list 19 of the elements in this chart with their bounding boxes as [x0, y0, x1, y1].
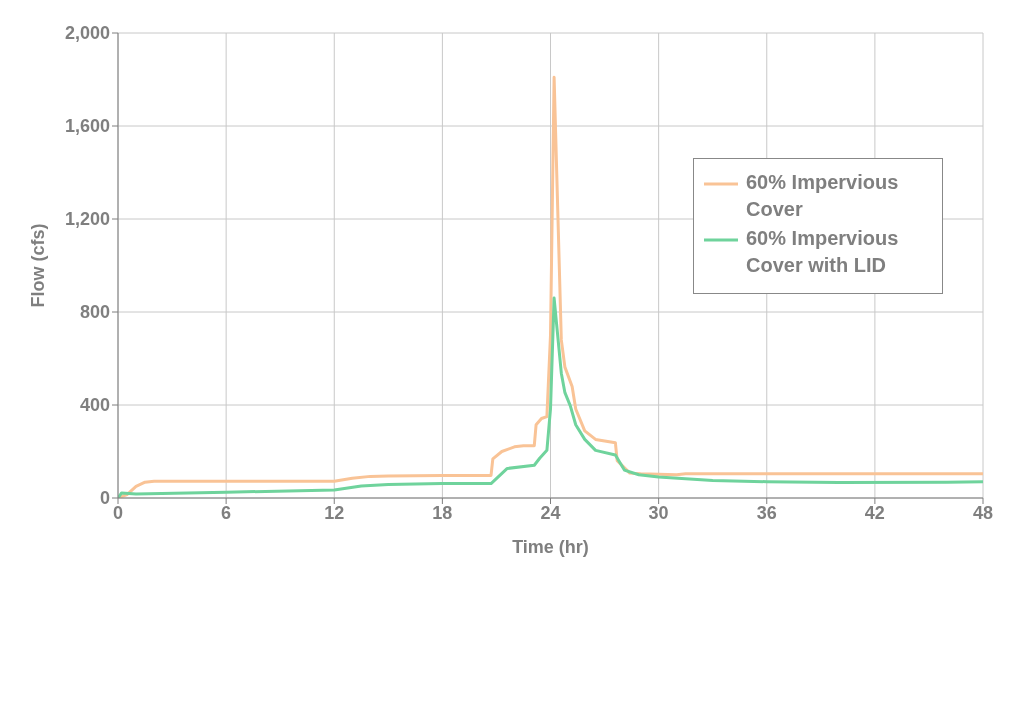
x-tick-label: 12	[324, 502, 345, 523]
legend-label: 60% Impervious Cover with LID	[746, 226, 900, 278]
x-tick-label: 30	[648, 502, 669, 523]
x-tick-label: 18	[432, 502, 453, 523]
x-tick-label: 42	[864, 502, 885, 523]
x-tick-label: 36	[756, 502, 777, 523]
legend-label: 60% Impervious Cover	[746, 170, 900, 222]
x-axis-title: Time (hr)	[512, 537, 589, 557]
x-tick-label: 24	[540, 502, 561, 523]
x-tick-label: 0	[112, 502, 124, 523]
y-tick-label: 2,000	[64, 23, 110, 44]
x-tick-label: 48	[972, 502, 994, 523]
y-tick-label: 1,200	[64, 209, 110, 230]
y-tick-label: 0	[99, 488, 110, 509]
y-tick-label: 800	[79, 302, 110, 323]
y-axis-title: Flow (cfs)	[28, 223, 49, 308]
y-tick-label: 400	[79, 395, 110, 416]
y-tick-label: 1,600	[64, 116, 110, 137]
x-tick-label: 6	[221, 502, 232, 523]
